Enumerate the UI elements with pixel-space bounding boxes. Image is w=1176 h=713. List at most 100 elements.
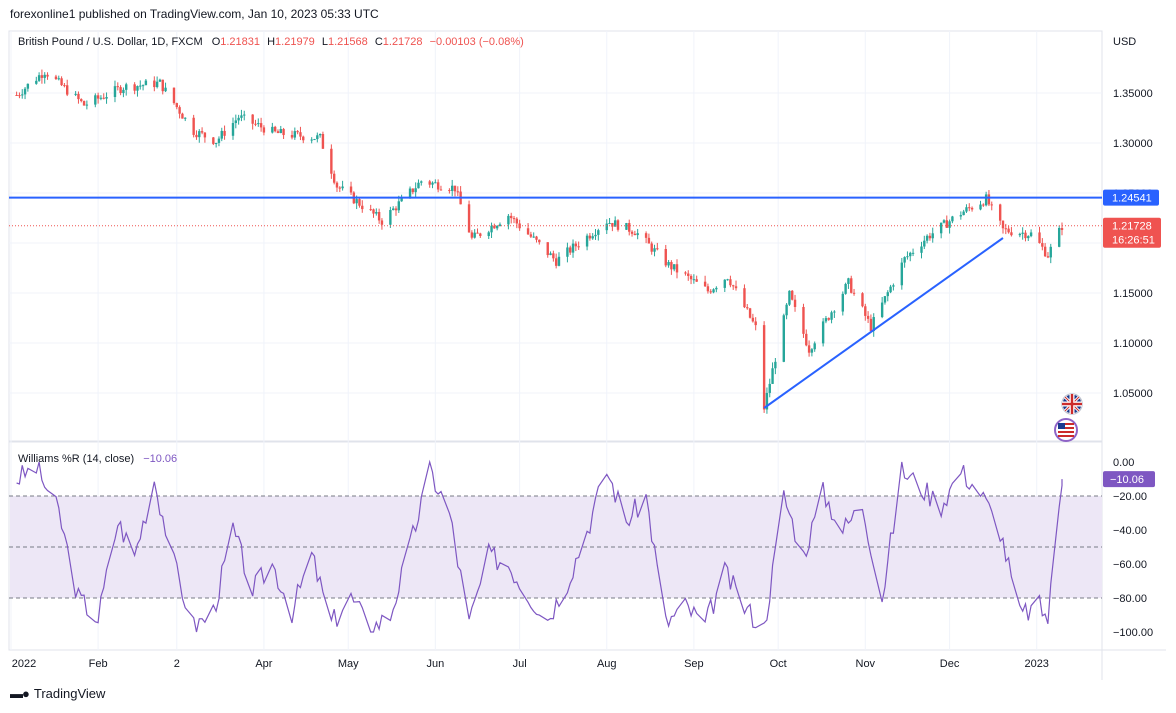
candle-body <box>928 235 932 239</box>
candle-body <box>911 252 915 254</box>
candle-body <box>498 224 502 226</box>
candle-body <box>330 148 333 174</box>
uk-flag-icon[interactable] <box>1061 393 1083 415</box>
candle-body <box>630 231 634 234</box>
candle-body <box>785 304 788 316</box>
candle-body <box>552 253 555 259</box>
candle-body <box>105 97 108 99</box>
candle-body <box>585 235 589 247</box>
candle-body <box>712 289 715 293</box>
candle-body <box>1021 232 1024 234</box>
candle-body <box>26 83 30 89</box>
us-flag-icon[interactable] <box>1054 418 1078 442</box>
candle-body <box>939 222 943 234</box>
last-price-label: 1.21728 16:26:51 <box>1103 217 1161 248</box>
candle-body <box>96 95 100 99</box>
candle-body <box>850 278 853 293</box>
candle-body <box>1041 243 1044 247</box>
support-trendline[interactable] <box>763 237 1004 409</box>
candle-body <box>951 216 954 222</box>
currency-label: USD <box>1113 36 1136 48</box>
candle-body <box>349 186 353 193</box>
candle-body <box>231 123 235 136</box>
candle-body <box>1046 256 1050 258</box>
candle-body <box>591 236 594 239</box>
price-tick-label: 1.30000 <box>1113 138 1153 150</box>
candle-body <box>119 87 122 94</box>
candle-body <box>695 279 698 282</box>
candle-body <box>827 318 830 320</box>
candle-body <box>883 296 887 303</box>
candle-body <box>389 209 392 225</box>
candle-body <box>411 188 415 193</box>
candle-body <box>355 199 358 204</box>
chart-legend[interactable]: British Pound / U.S. Dollar, 1D, FXCM O1… <box>18 36 524 48</box>
candle-body <box>782 315 785 362</box>
candle-body <box>605 223 608 231</box>
candle-body <box>243 114 246 116</box>
candle-body <box>653 248 656 252</box>
candle-body <box>394 208 398 211</box>
indicator-tick-label: −100.00 <box>1113 627 1153 639</box>
candle-body <box>155 81 159 88</box>
open-label: O <box>212 36 221 48</box>
candle-body <box>82 101 86 106</box>
candle-body <box>507 215 510 225</box>
candle-body <box>805 333 808 346</box>
candle-body <box>417 182 420 189</box>
candle-body <box>628 223 631 232</box>
indicator-tick-label: −60.00 <box>1113 559 1147 571</box>
candle-body <box>726 279 729 281</box>
candle-body <box>257 123 260 125</box>
gridlines <box>9 31 1102 650</box>
candle-body <box>408 188 412 198</box>
price-tick-label: 1.10000 <box>1113 338 1153 350</box>
candle-body <box>178 107 181 114</box>
candle-body <box>1007 228 1010 233</box>
time-axis[interactable]: 2022 Feb 2 Apr May Jun Jul Aug Sep Oct Nov Dec 2023 <box>12 658 1049 670</box>
candle-body <box>866 315 870 319</box>
candle-body <box>164 87 167 92</box>
candle-body <box>338 187 341 189</box>
candle-body <box>613 220 617 227</box>
candle-body <box>892 285 895 287</box>
candle-body <box>467 204 471 233</box>
candle-body <box>223 130 226 136</box>
change-value: −0.00103 (−0.08%) <box>430 36 524 48</box>
candle-body <box>23 88 27 95</box>
indicator-axis[interactable]: 0.00 −20.00 −40.00 −60.00 −80.00 −100.00 <box>1113 457 1153 639</box>
candle-body <box>948 221 951 228</box>
candle-body <box>321 133 325 149</box>
candle-body <box>512 218 516 220</box>
time-tick-label: Nov <box>856 658 876 670</box>
candle-body <box>706 286 710 292</box>
candle-body <box>141 85 145 87</box>
resistance-price-text: 1.24541 <box>1112 193 1152 205</box>
indicator-legend[interactable]: Williams %R (14, close) −10.06 <box>18 453 177 465</box>
candle-body <box>214 142 218 144</box>
candle-body <box>473 232 476 238</box>
candle-body <box>341 186 344 189</box>
candle-body <box>802 306 805 334</box>
candle-body <box>450 185 454 191</box>
tradingview-logo-icon[interactable]: ▬● <box>10 686 30 701</box>
candle-body <box>774 361 777 369</box>
candle-body <box>470 232 474 238</box>
candle-body <box>332 173 336 183</box>
candle-body <box>293 131 297 138</box>
candle-body <box>872 317 875 332</box>
williams-levels <box>9 495 1102 599</box>
candle-body <box>240 115 243 118</box>
candle-body <box>21 94 24 96</box>
candle-body <box>703 281 707 287</box>
brand-name[interactable]: TradingView <box>33 686 106 701</box>
candle-body <box>493 225 496 229</box>
candle-body <box>768 383 771 393</box>
candle-body <box>979 204 982 210</box>
candle-body <box>987 194 991 205</box>
candle-body <box>554 258 558 266</box>
close-label: C <box>375 36 383 48</box>
time-tick-label: Feb <box>89 658 108 670</box>
candle-body <box>925 235 929 241</box>
